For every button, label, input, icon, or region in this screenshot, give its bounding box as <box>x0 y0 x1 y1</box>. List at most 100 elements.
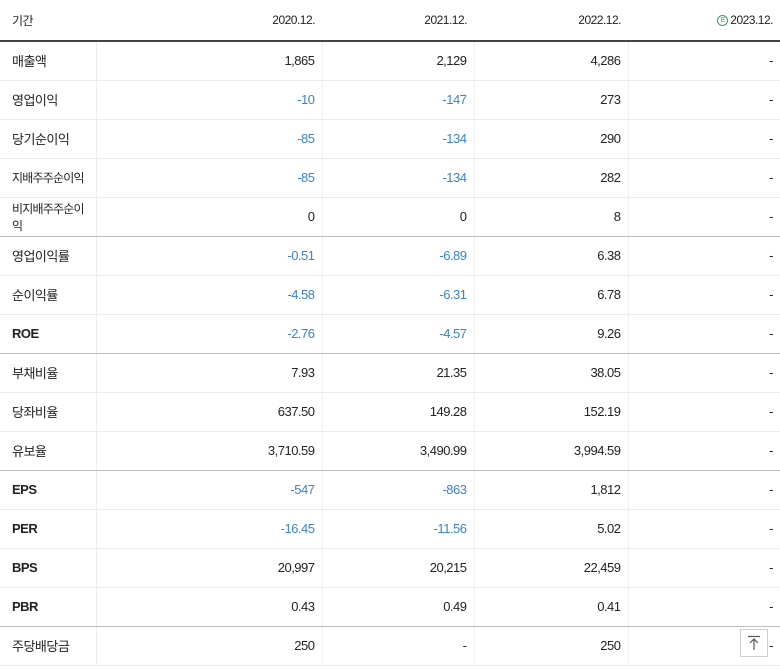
row-label: 순이익률 <box>0 275 97 315</box>
table-cell: - <box>628 80 780 120</box>
row-label: 지배주주순이익 <box>0 158 97 198</box>
table-cell: -2.76 <box>96 314 323 354</box>
header-row: 기간 2020.12. 2021.12. 2022.12. E 2023.12. <box>0 0 780 42</box>
table-cell: - <box>628 431 780 471</box>
table-row: BPS 20,997 20,215 22,459 - <box>0 548 780 588</box>
table-cell: - <box>628 275 780 315</box>
table-row: 당기순이익 -85 -134 290 - <box>0 119 780 159</box>
row-label: 유보율 <box>0 431 97 471</box>
table-cell: - <box>628 236 780 276</box>
table-cell: - <box>322 626 475 666</box>
table-cell: - <box>628 587 780 627</box>
estimate-icon: E <box>717 15 729 27</box>
table-cell: -11.56 <box>322 509 475 549</box>
row-label: 당기순이익 <box>0 119 97 159</box>
row-label: BPS <box>0 548 97 588</box>
col-header-2020: 2020.12. <box>96 0 322 42</box>
table-cell: 0.49 <box>322 587 475 627</box>
table-cell: - <box>628 41 780 81</box>
table-cell: 1,812 <box>474 470 629 510</box>
table-cell: - <box>628 353 780 393</box>
col-header-2022: 2022.12. <box>474 0 628 42</box>
table-cell: -547 <box>96 470 323 510</box>
table-cell: - <box>628 197 780 237</box>
table-cell: 0 <box>96 197 323 237</box>
table-row: ROE -2.76 -4.57 9.26 - <box>0 314 780 354</box>
table-cell: -147 <box>322 80 475 120</box>
table-cell: 5.02 <box>474 509 629 549</box>
row-label: 부채비율 <box>0 353 97 393</box>
table-cell: 0.43 <box>96 587 323 627</box>
table-cell: 637.50 <box>96 392 323 432</box>
row-label: EPS <box>0 470 97 510</box>
table-cell: 2,129 <box>322 41 475 81</box>
table-row: PER -16.45 -11.56 5.02 - <box>0 509 780 549</box>
table-cell: -16.45 <box>96 509 323 549</box>
table-cell: - <box>628 509 780 549</box>
table-row: 지배주주순이익 -85 -134 282 - <box>0 158 780 198</box>
table-cell: 6.78 <box>474 275 629 315</box>
table-row: 당좌비율 637.50 149.28 152.19 - <box>0 392 780 432</box>
table-cell: 250 <box>474 626 629 666</box>
row-label: ROE <box>0 314 97 354</box>
row-label: 주당배당금 <box>0 626 97 666</box>
table-cell: 9.26 <box>474 314 629 354</box>
table-cell: 4,286 <box>474 41 629 81</box>
table-cell: -6.31 <box>322 275 475 315</box>
table-cell: 273 <box>474 80 629 120</box>
table-cell: - <box>628 158 780 198</box>
table-cell: 38.05 <box>474 353 629 393</box>
table-cell: -85 <box>96 158 323 198</box>
row-label: 비지배주주순이익 <box>0 197 97 237</box>
table-row: 비지배주주순이익 0 0 8 - <box>0 197 780 237</box>
table-cell: 20,997 <box>96 548 323 588</box>
table-cell: -4.57 <box>322 314 475 354</box>
table-cell: -4.58 <box>96 275 323 315</box>
table-cell: 3,490.99 <box>322 431 475 471</box>
table-row: 순이익률 -4.58 -6.31 6.78 - <box>0 275 780 315</box>
table-row: 영업이익률 -0.51 -6.89 6.38 - <box>0 236 780 276</box>
row-label: PBR <box>0 587 97 627</box>
table-cell: 0.41 <box>474 587 629 627</box>
table-cell: - <box>628 470 780 510</box>
col-header-2023-label: 2023.12. <box>730 13 773 27</box>
table-row: 부채비율 7.93 21.35 38.05 - <box>0 353 780 393</box>
table-cell: 3,994.59 <box>474 431 629 471</box>
table-cell: - <box>628 119 780 159</box>
scroll-top-button[interactable] <box>740 629 768 657</box>
table-cell: 7.93 <box>96 353 323 393</box>
table-cell: - <box>628 392 780 432</box>
table-row: 유보율 3,710.59 3,490.99 3,994.59 - <box>0 431 780 471</box>
table-cell: 8 <box>474 197 629 237</box>
table-cell: 152.19 <box>474 392 629 432</box>
table-cell: -134 <box>322 119 475 159</box>
table-cell: 0 <box>322 197 475 237</box>
table-cell: 21.35 <box>322 353 475 393</box>
table-cell: -863 <box>322 470 475 510</box>
col-header-2021: 2021.12. <box>322 0 474 42</box>
table-cell: -10 <box>96 80 323 120</box>
table-cell: 20,215 <box>322 548 475 588</box>
table-cell: - <box>628 548 780 588</box>
table-cell: -6.89 <box>322 236 475 276</box>
table-cell: 22,459 <box>474 548 629 588</box>
table-row: 영업이익 -10 -147 273 - <box>0 80 780 120</box>
table-cell: 149.28 <box>322 392 475 432</box>
row-label: 영업이익 <box>0 80 97 120</box>
row-label: 매출액 <box>0 41 97 81</box>
row-label: 당좌비율 <box>0 392 97 432</box>
table-cell: 3,710.59 <box>96 431 323 471</box>
table-cell: 1,865 <box>96 41 323 81</box>
table-cell: 282 <box>474 158 629 198</box>
table-cell: -0.51 <box>96 236 323 276</box>
table-row: EPS -547 -863 1,812 - <box>0 470 780 510</box>
table-cell: -134 <box>322 158 475 198</box>
period-header: 기간 <box>0 0 96 42</box>
arrow-up-icon <box>748 635 760 650</box>
table-row: 주당배당금 250 - 250 - <box>0 626 780 666</box>
row-label: 영업이익률 <box>0 236 97 276</box>
table-cell: -85 <box>96 119 323 159</box>
table-cell: 290 <box>474 119 629 159</box>
table-row: PBR 0.43 0.49 0.41 - <box>0 587 780 627</box>
